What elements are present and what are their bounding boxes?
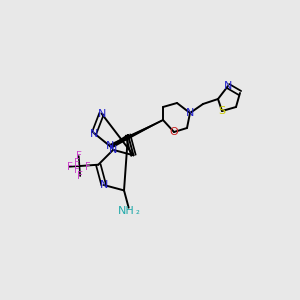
Text: NH: NH (118, 206, 135, 216)
Text: ₂: ₂ (136, 206, 140, 216)
Text: N: N (98, 109, 106, 118)
Text: F: F (67, 162, 72, 172)
Text: O: O (169, 127, 178, 137)
Text: F: F (74, 165, 79, 175)
Text: N: N (90, 129, 98, 139)
Text: N: N (106, 141, 115, 152)
Text: N: N (109, 145, 117, 155)
Text: F: F (77, 171, 83, 181)
Text: F: F (76, 151, 82, 161)
Text: S: S (218, 106, 226, 116)
Text: N: N (224, 81, 232, 91)
Polygon shape (109, 120, 163, 149)
Text: N: N (186, 108, 194, 118)
Text: N: N (100, 180, 108, 190)
Text: F: F (85, 162, 90, 172)
Text: F: F (74, 158, 79, 168)
